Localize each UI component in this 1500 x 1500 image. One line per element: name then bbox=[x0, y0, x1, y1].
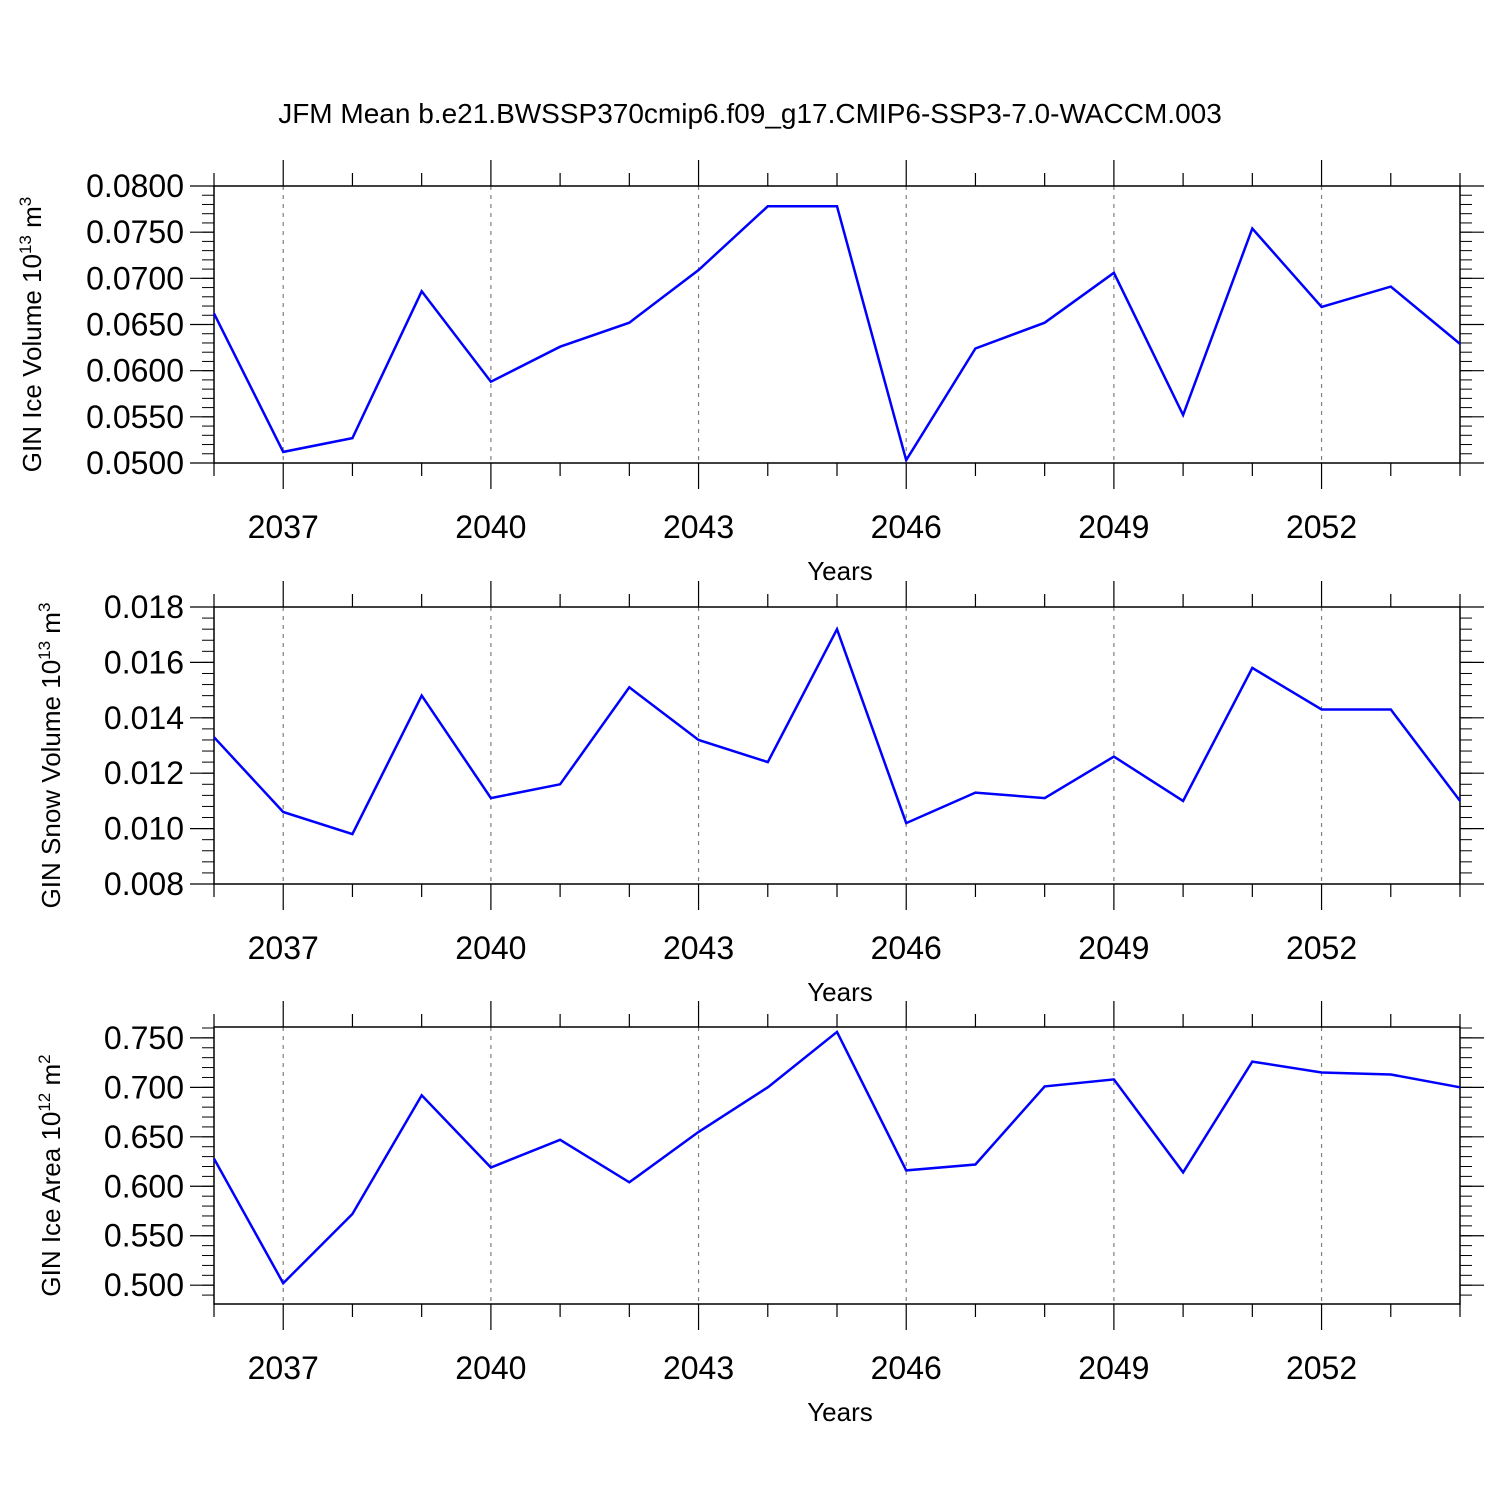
y-axis-label-text: m bbox=[17, 206, 47, 235]
panels: 0.0500 0.0550 0.0600 0.0650 0.0700 0.0750 0.08… bbox=[16, 160, 1484, 1427]
x-tick-label: 2046 bbox=[871, 509, 942, 545]
x-tick-label: 2049 bbox=[1078, 509, 1149, 545]
panel-3: 0.500 0.550 0.600 0.650 0.700 0.750 2037 2040 20… bbox=[35, 1001, 1484, 1427]
x-tick-label: 2043 bbox=[663, 509, 734, 545]
x-tick-label: 2040 bbox=[455, 930, 526, 966]
y-tick-label: 0.018 bbox=[104, 589, 184, 625]
x-tick-label: 2052 bbox=[1286, 509, 1357, 545]
x-tick-label: 2046 bbox=[871, 930, 942, 966]
y-axis-label: GIN Snow Volume 1013 m3 bbox=[35, 603, 66, 909]
series-line-1 bbox=[212, 205, 1461, 464]
y-axis-label-superscript: 12 bbox=[35, 1093, 54, 1112]
panel-2: 0.008 0.010 0.012 0.014 0.016 0.018 2037 2040 20… bbox=[35, 581, 1484, 1007]
y-axis-label: GIN Ice Volume 1013 m3 bbox=[16, 197, 47, 473]
y-tick-label: 0.0600 bbox=[86, 353, 184, 389]
x-tick-label: 2037 bbox=[248, 930, 319, 966]
y-axis-label-superscript: 3 bbox=[35, 603, 54, 612]
y-axis-label-text: GIN Ice Volume 10 bbox=[17, 254, 47, 472]
x-tick-label: 2052 bbox=[1286, 930, 1357, 966]
y-axis-label: GIN Ice Area 1012 m2 bbox=[35, 1054, 66, 1296]
y-tick-label: 0.0700 bbox=[86, 260, 184, 296]
y-tick-label: 0.550 bbox=[104, 1218, 184, 1254]
y-tick-label: 0.0650 bbox=[86, 307, 184, 343]
y-tick-label: 0.0500 bbox=[86, 445, 184, 481]
y-axis-label-text: m bbox=[36, 612, 66, 641]
x-tick-label: 2037 bbox=[248, 1350, 319, 1386]
x-tick-label: 2043 bbox=[663, 1350, 734, 1386]
y-axis-label-superscript: 3 bbox=[16, 197, 35, 206]
x-axis-label: Years bbox=[807, 1397, 873, 1427]
x-tick-label: 2052 bbox=[1286, 1350, 1357, 1386]
y-tick-label: 0.700 bbox=[104, 1069, 184, 1105]
x-axis-label: Years bbox=[807, 977, 873, 1007]
y-tick-label: 0.0750 bbox=[86, 214, 184, 250]
y-tick-label: 0.650 bbox=[104, 1119, 184, 1155]
y-tick-label: 0.008 bbox=[104, 866, 184, 902]
series-line-1 bbox=[212, 1029, 1461, 1286]
x-tick-label: 2037 bbox=[248, 509, 319, 545]
y-tick-label: 0.500 bbox=[104, 1267, 184, 1303]
x-tick-label: 2046 bbox=[871, 1350, 942, 1386]
y-axis-label-text: GIN Ice Area 10 bbox=[36, 1112, 66, 1297]
y-tick-label: 0.016 bbox=[104, 644, 184, 680]
y-tick-label: 0.0550 bbox=[86, 399, 184, 435]
y-tick-label: 0.014 bbox=[104, 700, 184, 736]
x-tick-label: 2049 bbox=[1078, 1350, 1149, 1386]
y-tick-label: 0.012 bbox=[104, 755, 184, 791]
y-axis-label-text: GIN Snow Volume 10 bbox=[36, 660, 66, 909]
chart-title: JFM Mean b.e21.BWSSP370cmip6.f09_g17.CMI… bbox=[278, 98, 1222, 129]
panel-1: 0.0500 0.0550 0.0600 0.0650 0.0700 0.0750 0.08… bbox=[16, 160, 1484, 586]
x-tick-label: 2040 bbox=[455, 509, 526, 545]
x-axis-label: Years bbox=[807, 556, 873, 586]
y-tick-label: 0.750 bbox=[104, 1020, 184, 1056]
y-axis-label-superscript: 13 bbox=[16, 235, 35, 254]
series-line-1 bbox=[213, 626, 1461, 836]
x-tick-label: 2040 bbox=[455, 1350, 526, 1386]
y-axis-label-text: m bbox=[36, 1064, 66, 1093]
y-tick-label: 0.0800 bbox=[86, 168, 184, 204]
x-tick-label: 2049 bbox=[1078, 930, 1149, 966]
y-axis-label-superscript: 13 bbox=[35, 641, 54, 660]
x-tick-label: 2043 bbox=[663, 930, 734, 966]
y-tick-label: 0.600 bbox=[104, 1168, 184, 1204]
y-tick-label: 0.010 bbox=[104, 811, 184, 847]
y-axis-label-superscript: 2 bbox=[35, 1054, 54, 1063]
